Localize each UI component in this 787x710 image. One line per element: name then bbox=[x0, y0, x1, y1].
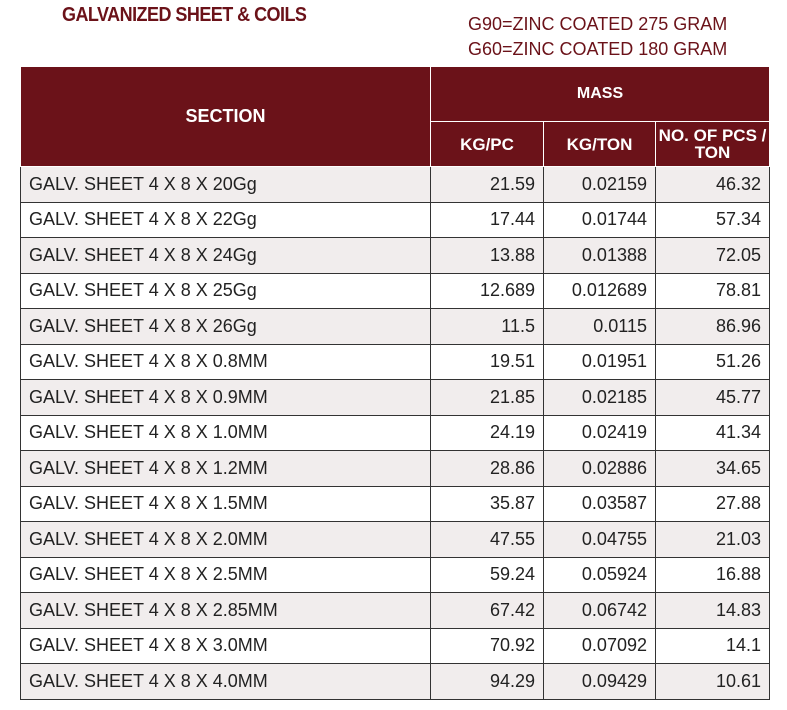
header-cell: MASS bbox=[429, 66, 771, 122]
value-cell: 0.06742 bbox=[543, 592, 656, 629]
value-cell: 21.85 bbox=[430, 379, 544, 416]
value-cell: 59.24 bbox=[430, 556, 544, 593]
value-cell: 70.92 bbox=[430, 627, 544, 664]
table: SECTION MASS KG/PC KG/TON NO. OF PCS / T… bbox=[20, 66, 771, 700]
header-cell: NO. OF PCS / TON bbox=[654, 121, 771, 167]
value-cell: 0.0115 bbox=[543, 308, 656, 345]
value-cell: 12.689 bbox=[430, 272, 544, 309]
header-cell: KG/PC bbox=[430, 121, 544, 167]
table-row: GALV. SHEET 4 X 8 X 26Gg 11.5 0.0115 86.96 bbox=[20, 308, 771, 345]
value-cell: 0.01744 bbox=[543, 201, 656, 238]
table-row: GALV. SHEET 4 X 8 X 22Gg 17.44 0.01744 57.3… bbox=[20, 201, 771, 238]
value-cell: 17.44 bbox=[430, 201, 544, 238]
value-cell: 72.05 bbox=[654, 237, 771, 274]
table-row: GALV. SHEET 4 X 8 X 2.0MM 47.55 0.04755 21.… bbox=[20, 521, 771, 558]
value-cell: 0.07092 bbox=[543, 627, 656, 664]
table-row: GALV. SHEET 4 X 8 X 20Gg 21.59 0.02159 46.3… bbox=[20, 166, 771, 203]
table-row: GALV. SHEET 4 X 8 X 2.5MM 59.24 0.05924 16.… bbox=[20, 556, 771, 593]
value-cell: 11.5 bbox=[430, 308, 544, 345]
value-cell: 19.51 bbox=[430, 343, 544, 380]
value-cell: 0.05924 bbox=[543, 556, 656, 593]
value-cell: 0.02419 bbox=[543, 414, 656, 451]
value-cell: 45.77 bbox=[654, 379, 771, 416]
value-cell: 0.012689 bbox=[543, 272, 656, 309]
section-cell: GALV. SHEET 4 X 8 X 25Gg bbox=[20, 272, 431, 309]
section-cell: GALV. SHEET 4 X 8 X 1.0MM bbox=[20, 414, 431, 451]
value-cell: 14.83 bbox=[654, 592, 771, 629]
value-cell: 34.65 bbox=[654, 450, 771, 487]
value-cell: 57.34 bbox=[654, 201, 771, 238]
note: G60=ZINC COATED 180 GRAM bbox=[468, 39, 728, 59]
note: G90=ZINC COATED 275 GRAM bbox=[468, 14, 728, 34]
table-row: GALV. SHEET 4 X 8 X 25Gg 12.689 0.012689 78… bbox=[20, 272, 771, 309]
value-cell: 35.87 bbox=[430, 485, 544, 522]
table-body: GALV. SHEET 4 X 8 X 20Gg 21.59 0.02159 46.3… bbox=[20, 166, 771, 700]
section-cell: GALV. SHEET 4 X 8 X 1.5MM bbox=[20, 485, 431, 522]
value-cell: 86.96 bbox=[654, 308, 771, 345]
table-row: GALV. SHEET 4 X 8 X 0.8MM 19.51 0.01951 51.… bbox=[20, 343, 771, 380]
value-cell: 10.61 bbox=[654, 663, 771, 700]
value-cell: 28.86 bbox=[430, 450, 544, 487]
value-cell: 0.01951 bbox=[543, 343, 656, 380]
table-row: GALV. SHEET 4 X 8 X 3.0MM 70.92 0.07092 14.… bbox=[20, 627, 771, 664]
value-cell: 27.88 bbox=[654, 485, 771, 522]
value-cell: 0.02886 bbox=[543, 450, 656, 487]
value-cell: 16.88 bbox=[654, 556, 771, 593]
section-cell: GALV. SHEET 4 X 8 X 0.8MM bbox=[20, 343, 431, 380]
section-cell: GALV. SHEET 4 X 8 X 22Gg bbox=[20, 201, 431, 238]
value-cell: 94.29 bbox=[430, 663, 544, 700]
value-cell: 78.81 bbox=[654, 272, 771, 309]
table-row: GALV. SHEET 4 X 8 X 1.0MM 24.19 0.02419 41.… bbox=[20, 414, 771, 451]
section-cell: GALV. SHEET 4 X 8 X 3.0MM bbox=[20, 627, 431, 664]
value-cell: 51.26 bbox=[654, 343, 771, 380]
title: GALVANIZED SHEET & COILS bbox=[62, 4, 307, 26]
table-row: GALV. SHEET 4 X 8 X 24Gg 13.88 0.01388 72.0… bbox=[20, 237, 771, 274]
value-cell: 13.88 bbox=[430, 237, 544, 274]
value-cell: 0.02159 bbox=[543, 166, 656, 203]
value-cell: 21.03 bbox=[654, 521, 771, 558]
value-cell: 0.04755 bbox=[543, 521, 656, 558]
section-cell: GALV. SHEET 4 X 8 X 2.0MM bbox=[20, 521, 431, 558]
table-row: GALV. SHEET 4 X 8 X 4.0MM 94.29 0.09429 10.… bbox=[20, 663, 771, 700]
value-cell: 24.19 bbox=[430, 414, 544, 451]
value-cell: 0.09429 bbox=[543, 663, 656, 700]
value-cell: 0.02185 bbox=[543, 379, 656, 416]
section-cell: GALV. SHEET 4 X 8 X 4.0MM bbox=[20, 663, 431, 700]
section-cell: GALV. SHEET 4 X 8 X 0.9MM bbox=[20, 379, 431, 416]
section-cell: GALV. SHEET 4 X 8 X 2.5MM bbox=[20, 556, 431, 593]
section-cell: GALV. SHEET 4 X 8 X 26Gg bbox=[20, 308, 431, 345]
table-row: GALV. SHEET 4 X 8 X 1.2MM 28.86 0.02886 34.… bbox=[20, 450, 771, 487]
value-cell: 0.03587 bbox=[543, 485, 656, 522]
value-cell: 14.1 bbox=[654, 627, 771, 664]
table-row: GALV. SHEET 4 X 8 X 2.85MM 67.42 0.06742 14… bbox=[20, 592, 771, 629]
value-cell: 41.34 bbox=[654, 414, 771, 451]
value-cell: 0.01388 bbox=[543, 237, 656, 274]
value-cell: 67.42 bbox=[430, 592, 544, 629]
header-cell: KG/TON bbox=[543, 121, 656, 167]
table-row: GALV. SHEET 4 X 8 X 0.9MM 21.85 0.02185 45.… bbox=[20, 379, 771, 416]
value-cell: 21.59 bbox=[430, 166, 544, 203]
header-cell: SECTION bbox=[20, 66, 431, 167]
section-cell: GALV. SHEET 4 X 8 X 2.85MM bbox=[20, 592, 431, 629]
value-cell: 46.32 bbox=[654, 166, 771, 203]
section-cell: GALV. SHEET 4 X 8 X 20Gg bbox=[20, 166, 431, 203]
value-cell: 47.55 bbox=[430, 521, 544, 558]
section-cell: GALV. SHEET 4 X 8 X 24Gg bbox=[20, 237, 431, 274]
table-row: GALV. SHEET 4 X 8 X 1.5MM 35.87 0.03587 27.… bbox=[20, 485, 771, 522]
section-cell: GALV. SHEET 4 X 8 X 1.2MM bbox=[20, 450, 431, 487]
